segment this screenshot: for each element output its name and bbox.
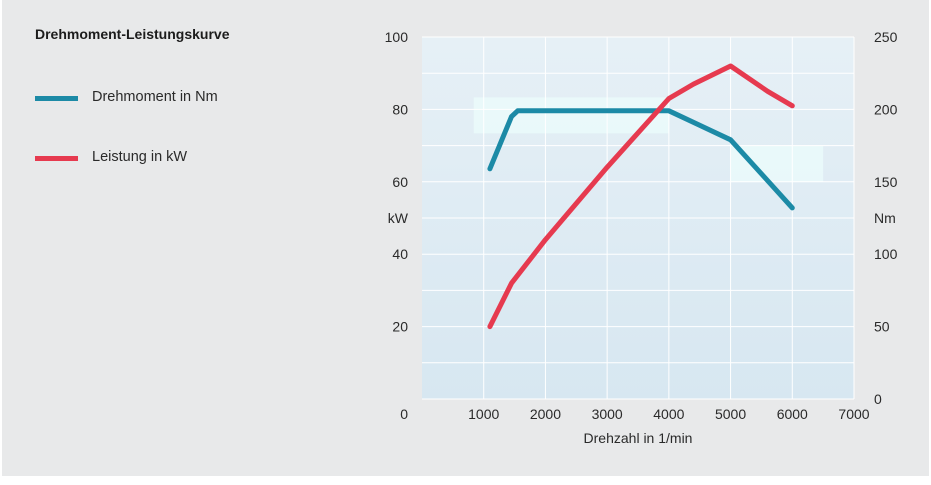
chart-panel: Drehmoment-Leistungskurve Drehmoment in … — [2, 0, 929, 476]
y-right-tick-label-1: 50 — [874, 319, 890, 335]
y-right-tick-label-2: 100 — [874, 246, 898, 262]
chart-title: Drehmoment-Leistungskurve — [35, 26, 230, 42]
y-left-tick-label-0: 20 — [392, 319, 408, 335]
y-right-tick-label-5: 250 — [874, 29, 898, 45]
y-right-tick-label-0: 0 — [874, 391, 882, 407]
x-tick-label-4: 5000 — [715, 406, 746, 422]
series-line-leistung — [487, 63, 795, 330]
legend-swatch-drehmoment — [35, 96, 78, 101]
plot-highlight-right — [730, 145, 824, 182]
y-left-tick-label-2: 60 — [392, 174, 408, 190]
legend-swatch-leistung — [35, 156, 78, 161]
chart-canvas: 1000 2000 3000 4000 5000 6000 7000204060801000… — [385, 29, 898, 446]
y-left-zero-label: 0 — [400, 406, 408, 422]
x-tick-label-0: 1000 — [468, 406, 499, 422]
y-right-tick-label-3: 150 — [874, 174, 898, 190]
y-left-tick-label-4: 100 — [385, 29, 409, 45]
y-right-tick-label-4: 200 — [874, 101, 898, 117]
y-left-tick-label-1: 40 — [392, 246, 408, 262]
legend-label-drehmoment: Drehmoment in Nm — [92, 89, 218, 105]
x-tick-label-3: 4000 — [653, 406, 684, 422]
x-tick-label-5: 6000 — [777, 406, 808, 422]
grid-lines — [422, 36, 855, 400]
tick-labels: 1000 2000 3000 4000 5000 6000 7000204060801000… — [385, 29, 898, 422]
y-left-tick-label-3: 80 — [392, 101, 408, 117]
y-axis-label-right: Nm — [874, 210, 896, 226]
legend-label-leistung: Leistung in kW — [92, 149, 188, 165]
y-axis-label-left: kW — [388, 210, 409, 226]
series-layer — [487, 63, 795, 330]
series-line-drehmoment — [487, 108, 795, 211]
x-tick-label-2: 3000 — [592, 406, 623, 422]
x-tick-label-1: 2000 — [530, 406, 561, 422]
x-tick-label-6: 7000 — [838, 406, 869, 422]
x-axis-label: Drehzahl in 1/min — [584, 430, 693, 446]
